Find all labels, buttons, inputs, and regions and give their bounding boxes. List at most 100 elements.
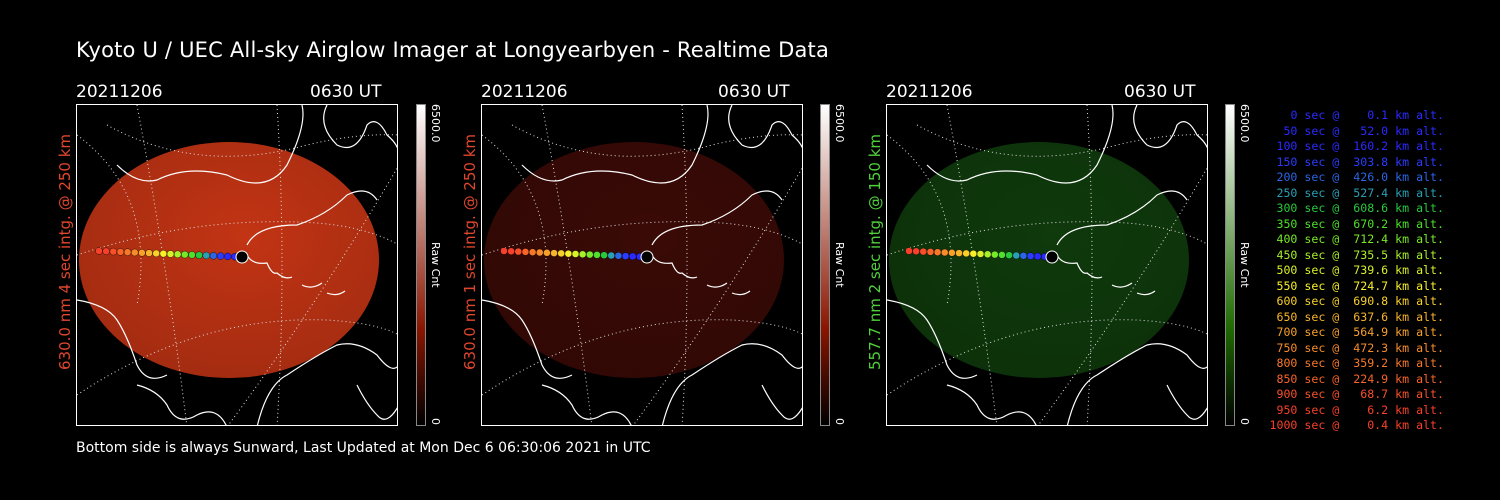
legend-row: 200 sec @ 426.0 km alt. [1276, 170, 1444, 184]
panel-1-map [77, 105, 397, 425]
legend-row: 550 sec @ 724.7 km alt. [1276, 278, 1444, 293]
trajectory-point [223, 252, 232, 261]
graticule-line [916, 124, 1207, 157]
airglow-disc [889, 142, 1189, 378]
trajectory-point [628, 252, 637, 261]
trajectory-point [593, 251, 601, 259]
trajectory-point [166, 250, 175, 258]
trajectory-point [109, 247, 117, 256]
trajectory-point [209, 252, 218, 260]
coastline [761, 384, 802, 420]
graticule-line [887, 319, 1207, 396]
legend-row: 700 sec @ 564.9 km alt. [1276, 325, 1444, 339]
trajectory-point [102, 247, 110, 256]
coastline [706, 282, 751, 296]
panel-2-colorbar-unit: Raw Cnt [833, 242, 846, 288]
panel-2-colorbar [820, 104, 830, 426]
graticule-line [511, 124, 802, 157]
graticule-line [276, 105, 283, 425]
panel-3-colorbar [1225, 104, 1235, 426]
trajectory-point [905, 247, 913, 255]
coastline [1166, 384, 1207, 420]
legend-row: 100 sec @ 160.2 km alt. [1276, 139, 1444, 153]
panel-2-time: 0630 UT [718, 82, 790, 102]
trajectory-point [116, 248, 125, 256]
trajectory-point [131, 248, 139, 257]
trajectory-point [550, 249, 558, 257]
panel-3-colorbar-unit: Raw Cnt [1238, 242, 1251, 288]
coastline [946, 384, 1037, 425]
legend-row: 650 sec @ 637.6 km alt. [1276, 309, 1444, 324]
graticule-line [1086, 105, 1093, 425]
panel-1-colorbar-max: 6500.0 [429, 104, 442, 143]
legend-row: 800 sec @ 359.2 km alt. [1276, 356, 1444, 370]
graticule-line [77, 134, 142, 306]
trajectory-point [95, 247, 103, 255]
trajectory-point [933, 248, 942, 256]
trajectory-point [1033, 252, 1042, 261]
graticule-line [482, 134, 547, 306]
coastline [661, 343, 802, 425]
coastline [1111, 282, 1156, 296]
legend-row: 600 sec @ 690.8 km alt. [1276, 294, 1444, 308]
trajectory-point [955, 249, 963, 257]
trajectory-point [195, 251, 203, 259]
panel-3-time: 0630 UT [1124, 82, 1196, 102]
panel-3-colorbar-min: 0 [1238, 418, 1251, 425]
trajectory-point [983, 250, 992, 259]
panel-3-map [887, 105, 1207, 425]
trajectory-point [216, 252, 225, 260]
trajectory-point [614, 252, 623, 260]
panel-1-colorbar-min: 0 [429, 418, 442, 425]
legend-row: 150 sec @ 303.8 km alt. [1276, 154, 1444, 169]
coastline [1066, 343, 1207, 425]
coastline [301, 282, 346, 296]
coastline [887, 299, 978, 379]
graticule-line [887, 134, 952, 306]
airglow-disc [484, 142, 784, 378]
coastline [926, 105, 1114, 184]
coastline [521, 105, 709, 184]
panel-3-date: 20211206 [886, 82, 973, 102]
trajectory-point [969, 249, 978, 258]
coastline [728, 105, 802, 149]
legend-row: 300 sec @ 608.6 km alt. [1276, 201, 1444, 215]
trajectory-point [962, 249, 970, 258]
legend-row: 950 sec @ 6.2 km alt. [1276, 402, 1444, 417]
trajectory-point [181, 250, 189, 259]
trajectory-legend: 0 sec @ 0.1 km alt. 50 sec @ 52.0 km alt… [1266, 108, 1444, 434]
trajectory-point [1026, 252, 1035, 260]
trajectory-point [991, 250, 999, 259]
coastline [356, 384, 397, 420]
coastline [323, 105, 397, 149]
trajectory-point [521, 248, 530, 256]
coastline [1056, 254, 1103, 279]
trajectory-point [607, 251, 615, 260]
panel-2-wavelength-label: 630.0 nm 1 sec intg. @ 250 km [461, 133, 479, 370]
trajectory-point [926, 248, 935, 256]
trajectory-point [202, 251, 210, 260]
panel-1-wavelength-label: 630.0 nm 4 sec intg. @ 250 km [56, 133, 74, 370]
trajectory-point [557, 249, 565, 258]
panel-3-colorbar-max: 6500.0 [1238, 104, 1251, 143]
trajectory-point [600, 251, 608, 259]
coastline [116, 105, 304, 184]
legend-row: 350 sec @ 670.2 km alt. [1276, 216, 1444, 231]
page-title: Kyoto U / UEC All-sky Airglow Imager at … [76, 38, 830, 62]
trajectory-point [948, 249, 956, 257]
coastline [541, 384, 632, 425]
trajectory-point [173, 250, 182, 259]
coastline [256, 343, 397, 425]
trajectory-point [578, 250, 587, 259]
panel-2-map [482, 105, 802, 425]
trajectory-point [976, 250, 985, 258]
coastline [1133, 105, 1207, 149]
trajectory-point [507, 247, 515, 256]
legend-row: 500 sec @ 739.6 km alt. [1276, 263, 1444, 277]
trajectory-point [998, 251, 1006, 259]
coastline [246, 254, 293, 279]
trajectory-point [159, 249, 168, 258]
coastline [136, 384, 227, 425]
graticule-line [77, 319, 397, 396]
footer-status: Bottom side is always Sunward, Last Upda… [76, 440, 651, 456]
